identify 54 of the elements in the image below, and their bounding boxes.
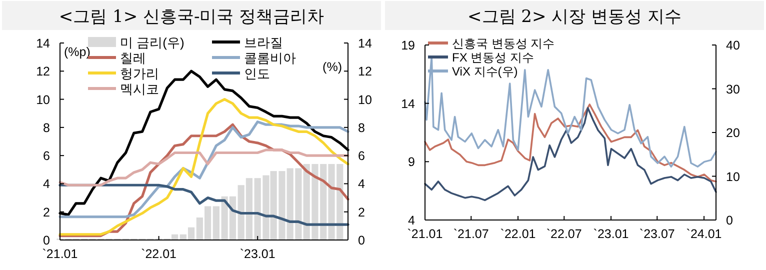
x-tick-label: `21.01 — [407, 227, 443, 241]
y2-tick-label: 2 — [358, 205, 365, 220]
legend-label: 브라질 — [244, 34, 283, 50]
y2-tick-label: 8 — [358, 120, 365, 135]
x-tick-label: `22.07 — [546, 227, 582, 241]
x-tick-label: `23.01 — [240, 247, 276, 261]
y-tick-label: 19 — [401, 38, 416, 52]
legend-label: 인도 — [244, 66, 270, 81]
y-tick-label: 6 — [43, 149, 50, 164]
legend-label: 미 금리(우) — [120, 34, 184, 50]
line-series — [58, 148, 350, 186]
y2-tick-label: 10 — [726, 170, 740, 184]
legend-label: 콜롬비아 — [244, 50, 296, 66]
y-tick-label: 9 — [408, 155, 416, 170]
y2-tick-label: 4 — [358, 177, 365, 192]
legend-label: 칠레 — [120, 50, 146, 66]
y-tick-label: 14 — [401, 96, 416, 111]
line-series — [58, 98, 350, 236]
line-series — [424, 104, 717, 182]
x-tick-label: `23.07 — [639, 227, 675, 241]
y-tick-label: 4 — [408, 214, 416, 228]
legend-label: 신흥국 변동성 지수 — [452, 36, 555, 51]
y-tick-label: 12 — [36, 64, 50, 79]
y-tick-label: 4 — [43, 177, 50, 192]
chart-title: <그림 2> 시장 변동성 지수 — [468, 7, 682, 27]
y-tick-label: 2 — [43, 205, 50, 220]
y2-tick-label: 30 — [726, 82, 740, 96]
x-tick-label: `24.01 — [686, 227, 722, 241]
y2-tick-label: 10 — [358, 92, 372, 107]
y2-tick-label: 14 — [358, 36, 372, 50]
x-tick-label: `21.07 — [453, 227, 489, 241]
x-tick-label: `22.01 — [500, 227, 536, 241]
legend-label: FX 변동성 지수 — [452, 50, 534, 65]
legend-label: ViX 지수(우) — [452, 64, 518, 79]
y-tick-label: 0 — [43, 234, 50, 248]
x-tick-label: `22.01 — [141, 247, 177, 261]
y-tick-label: 14 — [36, 36, 50, 50]
x-tick-label: `21.01 — [42, 247, 78, 261]
bar — [212, 206, 220, 240]
y2-tick-label: 12 — [358, 64, 372, 79]
y-tick-label: 8 — [43, 120, 50, 135]
y2-tick-label: 0 — [726, 214, 733, 228]
chart-title: <그림 1> 신흥국-미국 정책금리차 — [58, 7, 324, 27]
y2-tick-label: 20 — [726, 126, 740, 140]
legend-label: 헝가리 — [120, 66, 159, 81]
y2-tick-label: 6 — [358, 149, 365, 164]
y2-axis-title: (%) — [322, 60, 342, 74]
y2-tick-label: 0 — [358, 234, 365, 248]
y-axis-title: (%p) — [64, 45, 90, 59]
x-tick-label: `23.01 — [593, 227, 629, 241]
line-series — [424, 107, 717, 202]
legend-label: 멕시코 — [120, 81, 159, 96]
y-tick-label: 10 — [36, 92, 50, 107]
y2-tick-label: 40 — [726, 38, 740, 52]
